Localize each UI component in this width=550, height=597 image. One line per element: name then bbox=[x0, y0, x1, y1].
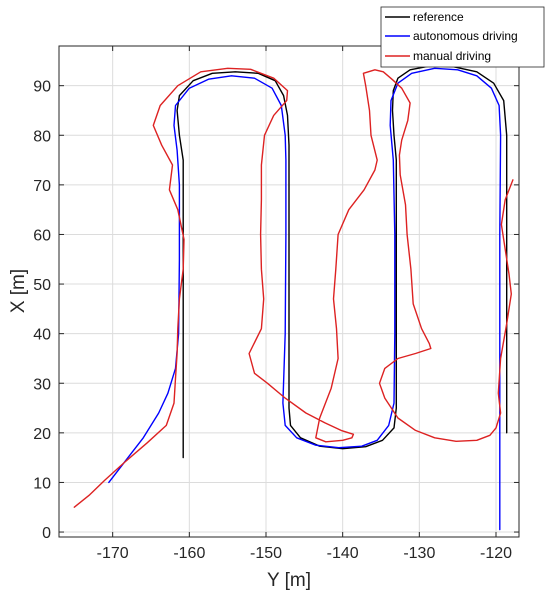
x-tick-label: -130 bbox=[403, 545, 435, 562]
x-tick-label: -160 bbox=[173, 545, 205, 562]
x-tick-label: -150 bbox=[250, 545, 282, 562]
x-tick-label: -140 bbox=[327, 545, 359, 562]
y-axis-label: X [m] bbox=[8, 269, 29, 313]
y-tick-label: 10 bbox=[33, 475, 51, 492]
y-tick-label: 80 bbox=[33, 128, 51, 145]
y-tick-label: 40 bbox=[33, 327, 51, 344]
x-tick-label: -170 bbox=[97, 545, 129, 562]
x-axis-label: Y [m] bbox=[267, 570, 311, 591]
x-tick-label: -120 bbox=[480, 545, 512, 562]
y-tick-label: 30 bbox=[33, 376, 51, 393]
manual-driving-line bbox=[73, 67, 514, 508]
tick-labels: -170 -160 -150 -140 -130 -120 0 10 20 30 40 50 60 70 8… bbox=[33, 79, 512, 562]
autonomous-driving-line bbox=[108, 67, 502, 531]
legend-entry-reference: reference bbox=[413, 10, 464, 24]
y-tick-label: 20 bbox=[33, 426, 51, 443]
y-tick-label: 50 bbox=[33, 277, 51, 294]
legend-entry-autonomous: autonomous driving bbox=[413, 29, 518, 43]
y-tick-label: 60 bbox=[33, 227, 51, 244]
y-tick-label: 90 bbox=[33, 79, 51, 96]
y-tick-label: 0 bbox=[42, 525, 51, 542]
legend-entry-manual: manual driving bbox=[413, 49, 491, 63]
y-tick-label: 70 bbox=[33, 178, 51, 195]
axes-box bbox=[58, 45, 520, 538]
tick-marks bbox=[59, 46, 519, 537]
legend: reference autonomous driving manual driv… bbox=[380, 6, 545, 68]
